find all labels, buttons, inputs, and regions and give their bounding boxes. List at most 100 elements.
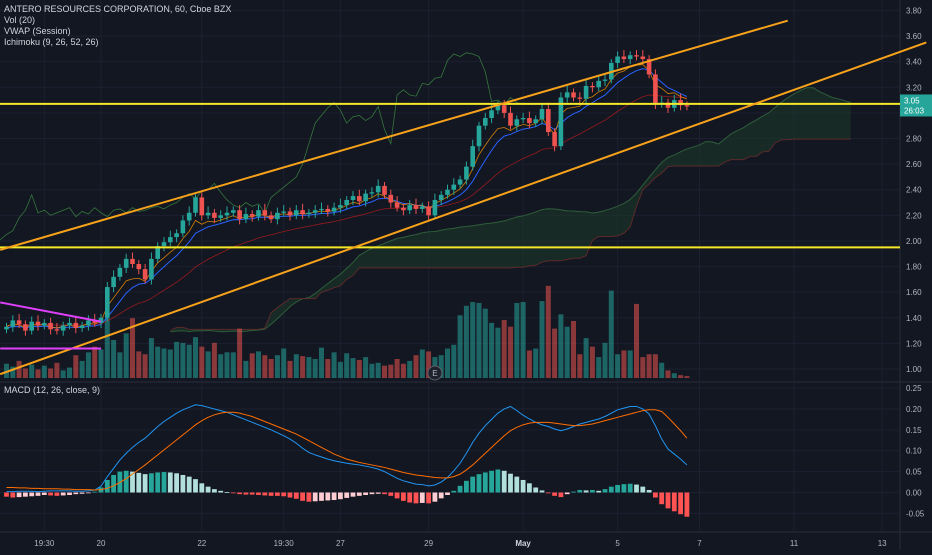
candle-body[interactable]	[249, 214, 255, 217]
candle-body[interactable]	[476, 125, 482, 147]
candle-body[interactable]	[92, 320, 97, 323]
candle-body[interactable]	[621, 56, 627, 60]
candle-body[interactable]	[483, 117, 488, 126]
candle-body[interactable]	[319, 208, 324, 211]
candle-body[interactable]	[420, 206, 425, 209]
candle-body[interactable]	[199, 197, 205, 216]
candle-body[interactable]	[48, 322, 53, 330]
candle-body[interactable]	[464, 166, 469, 180]
candle-body[interactable]	[357, 196, 362, 202]
candle-body[interactable]	[275, 212, 280, 220]
candle-body[interactable]	[98, 317, 104, 323]
candle-body[interactable]	[105, 287, 110, 318]
candle-body[interactable]	[508, 112, 513, 126]
candle-body[interactable]	[268, 215, 274, 220]
vwap-legend[interactable]: VWAP (Session)	[4, 26, 71, 36]
candle-body[interactable]	[401, 207, 406, 211]
candle-body[interactable]	[382, 185, 387, 195]
candle-body[interactable]	[394, 202, 400, 208]
candle-body[interactable]	[212, 212, 217, 218]
candle-body[interactable]	[243, 214, 249, 220]
candle-body[interactable]	[180, 220, 186, 234]
candle-body[interactable]	[29, 321, 34, 331]
candle-body[interactable]	[161, 242, 167, 247]
candle-body[interactable]	[281, 211, 286, 213]
candle-body[interactable]	[54, 329, 60, 331]
candle-body[interactable]	[602, 79, 608, 81]
candle-body[interactable]	[350, 196, 356, 200]
candle-body[interactable]	[533, 119, 538, 124]
candle-body[interactable]	[634, 55, 639, 57]
candle-body[interactable]	[451, 184, 457, 190]
candle-body[interactable]	[79, 325, 85, 329]
candle-body[interactable]	[646, 59, 652, 75]
candle-body[interactable]	[388, 194, 394, 203]
candle-body[interactable]	[306, 212, 312, 215]
candle-body[interactable]	[495, 105, 501, 111]
candle-body[interactable]	[344, 199, 349, 206]
candle-body[interactable]	[142, 269, 148, 280]
candle-body[interactable]	[369, 192, 375, 194]
candle-body[interactable]	[577, 97, 583, 99]
candle-body[interactable]	[130, 258, 135, 265]
candle-body[interactable]	[205, 212, 211, 216]
candle-body[interactable]	[287, 211, 293, 216]
candle-body[interactable]	[596, 80, 601, 88]
candle-body[interactable]	[331, 207, 337, 212]
candle-body[interactable]	[432, 199, 438, 216]
symbol-title[interactable]: ANTERO RESOURCES CORPORATION, 60, Cboe B…	[4, 4, 232, 14]
candle-body[interactable]	[627, 55, 633, 60]
candle-body[interactable]	[558, 97, 564, 147]
candle-body[interactable]	[262, 210, 268, 216]
candle-body[interactable]	[136, 264, 142, 270]
candle-body[interactable]	[155, 246, 160, 259]
candle-body[interactable]	[457, 179, 463, 185]
candle-body[interactable]	[149, 258, 154, 280]
candle-body[interactable]	[413, 205, 419, 209]
candle-body[interactable]	[174, 233, 179, 238]
candle-body[interactable]	[438, 194, 444, 200]
candle-body[interactable]	[23, 324, 28, 331]
candle-body[interactable]	[4, 326, 9, 330]
channel-trendline[interactable]	[0, 19, 788, 251]
candle-body[interactable]	[42, 322, 47, 326]
candle-body[interactable]	[338, 205, 343, 208]
candle-body[interactable]	[546, 109, 551, 133]
magenta-trendline[interactable]	[0, 301, 102, 323]
candle-body[interactable]	[325, 208, 331, 212]
candle-body[interactable]	[375, 185, 381, 193]
candle-body[interactable]	[571, 92, 576, 98]
candle-body[interactable]	[10, 320, 16, 327]
candle-body[interactable]	[445, 189, 450, 195]
candle-body[interactable]	[224, 212, 230, 216]
candle-body[interactable]	[564, 92, 570, 98]
candle-body[interactable]	[123, 258, 129, 268]
candle-body[interactable]	[117, 267, 123, 277]
candle-body[interactable]	[186, 212, 192, 221]
candle-body[interactable]	[256, 210, 261, 217]
candle-body[interactable]	[678, 100, 683, 106]
earnings-marker-icon[interactable]	[427, 365, 443, 381]
candle-body[interactable]	[470, 146, 475, 167]
candle-body[interactable]	[489, 110, 494, 118]
candle-body[interactable]	[407, 205, 412, 211]
candle-body[interactable]	[16, 320, 22, 325]
candle-body[interactable]	[514, 119, 520, 126]
candle-body[interactable]	[583, 85, 589, 99]
candle-body[interactable]	[426, 206, 431, 216]
channel-trendline[interactable]	[0, 41, 927, 376]
candle-body[interactable]	[552, 132, 557, 147]
candle-body[interactable]	[73, 322, 79, 329]
candle-body[interactable]	[193, 197, 198, 213]
candle-body[interactable]	[67, 322, 72, 326]
candle-body[interactable]	[615, 56, 620, 63]
candle-body[interactable]	[539, 109, 545, 120]
candle-body[interactable]	[237, 210, 242, 220]
candle-body[interactable]	[294, 210, 299, 216]
candle-body[interactable]	[527, 117, 532, 124]
candle-body[interactable]	[60, 325, 66, 331]
candle-body[interactable]	[640, 56, 646, 60]
macd-legend[interactable]: MACD (12, 26, close, 9)	[4, 385, 101, 395]
candle-body[interactable]	[111, 276, 116, 288]
